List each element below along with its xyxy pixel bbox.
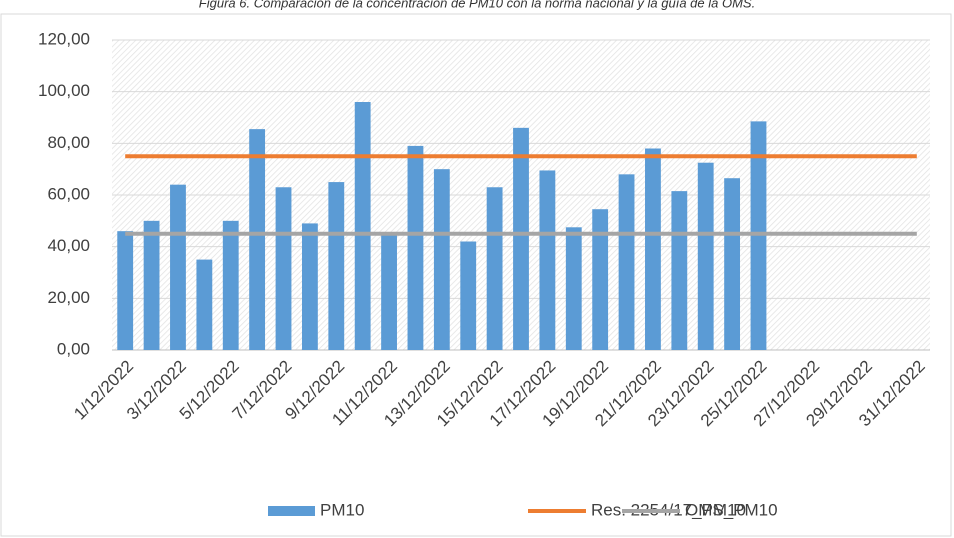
bar (328, 182, 345, 350)
bar (433, 169, 450, 350)
y-tick-label: 20,00 (47, 288, 90, 307)
y-tick-label: 40,00 (47, 236, 90, 255)
chart-title: Figura 6. Comparación de la concentració… (199, 0, 755, 10)
bar (460, 241, 477, 350)
legend-label: PM10 (320, 500, 364, 519)
y-tick-label: 120,00 (38, 29, 90, 48)
bar (407, 145, 424, 350)
bar (301, 223, 318, 350)
bar (249, 129, 266, 350)
bar (671, 191, 688, 350)
bar (618, 174, 635, 350)
y-tick-label: 0,00 (57, 339, 90, 358)
y-tick-label: 60,00 (47, 184, 90, 203)
y-tick-label: 80,00 (47, 133, 90, 152)
bar (539, 170, 556, 350)
bar (565, 227, 582, 350)
bar (486, 187, 503, 350)
bar (381, 233, 397, 350)
bar (275, 187, 292, 350)
bar (170, 184, 186, 350)
legend-label: OMS_PM10 (685, 500, 778, 519)
bar (143, 220, 160, 350)
bar (354, 102, 371, 350)
bar (592, 209, 609, 350)
bar (645, 148, 661, 350)
y-tick-label: 100,00 (38, 81, 90, 100)
bar (196, 259, 213, 350)
legend-swatch (268, 506, 315, 516)
bar (513, 127, 529, 350)
bar (222, 220, 239, 350)
bar (117, 231, 134, 350)
bar (724, 178, 741, 350)
chart-border (0, 13, 952, 537)
bar (697, 162, 714, 350)
